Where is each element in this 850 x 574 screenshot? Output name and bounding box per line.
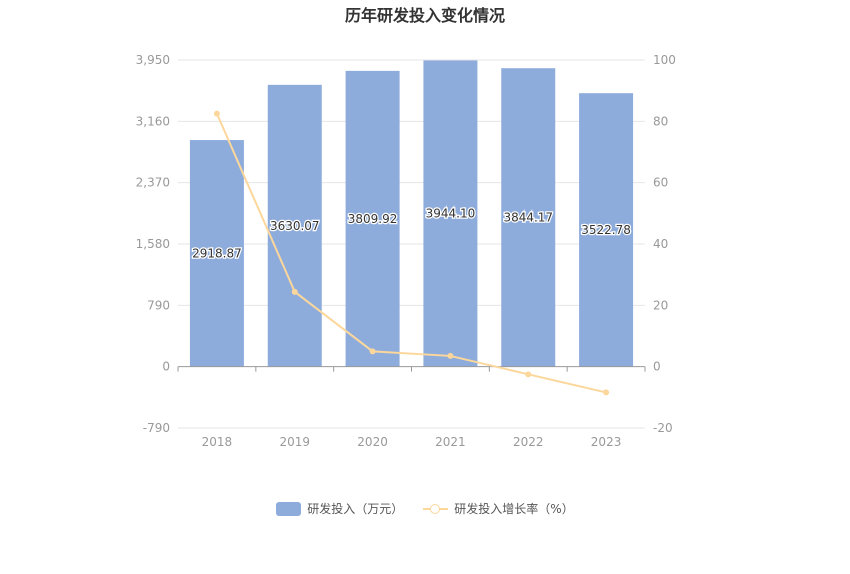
legend-line-swatch <box>423 502 449 516</box>
x-tick-label: 2018 <box>202 435 233 449</box>
left-y-axis: -790 0 790 1,580 2,370 3,160 3,950 <box>136 53 170 435</box>
right-tick-label: 60 <box>653 176 668 190</box>
legend-bar-swatch <box>276 501 302 516</box>
x-tick-label: 2019 <box>279 435 310 449</box>
legend-item-line[interactable]: 研发投入增长率（%） <box>423 500 574 517</box>
bar-value-labels: 2918.87 3630.07 3809.92 3944.10 3844.17 3522.… <box>191 205 632 261</box>
left-tick-label: 790 <box>147 298 170 312</box>
right-tick-label: -20 <box>653 421 673 435</box>
legend-item-bar[interactable]: 研发投入（万元） <box>276 500 403 517</box>
growth-rate-point <box>369 348 376 355</box>
left-tick-label: 1,580 <box>136 237 170 251</box>
bar-value-label: 3809.92 <box>348 212 398 226</box>
x-tick-label: 2021 <box>435 435 466 449</box>
grid-lines <box>178 59 645 429</box>
left-tick-label: 3,950 <box>136 53 170 67</box>
bar-value-label: 2918.87 <box>192 246 242 260</box>
bar <box>345 70 400 367</box>
bar-value-label: 3522.78 <box>581 223 631 237</box>
bar-value-label: 3944.10 <box>426 207 476 221</box>
bar-series <box>189 60 634 367</box>
growth-rate-point <box>291 288 298 295</box>
growth-rate-line <box>216 113 607 394</box>
right-tick-label: 20 <box>653 298 668 312</box>
bar <box>579 93 634 367</box>
x-tick-label: 2022 <box>513 435 544 449</box>
bar-value-label: 3844.17 <box>503 210 553 224</box>
bar <box>267 84 322 367</box>
left-tick-label: -790 <box>143 421 170 435</box>
right-tick-label: 0 <box>653 360 661 374</box>
growth-rate-point <box>603 389 610 396</box>
legend-line-label: 研发投入增长率（%） <box>454 502 574 516</box>
x-axis: 2018 2019 2020 2021 2022 2023 <box>177 366 646 449</box>
right-tick-label: 100 <box>653 53 676 67</box>
left-tick-label: 3,160 <box>136 114 170 128</box>
left-tick-label: 2,370 <box>136 176 170 190</box>
right-y-axis: -20 0 20 40 60 80 100 <box>653 53 676 435</box>
growth-rate-point <box>525 371 532 378</box>
chart-title: 历年研发投入变化情况 <box>344 6 505 25</box>
bar <box>501 68 556 367</box>
bar <box>423 60 478 367</box>
bar-value-label: 3630.07 <box>270 219 320 233</box>
legend-bar-label: 研发投入（万元） <box>307 502 404 516</box>
legend: 研发投入（万元） 研发投入增长率（%） <box>0 500 850 517</box>
bar <box>189 140 244 367</box>
left-tick-label: 0 <box>162 360 170 374</box>
growth-rate-point <box>213 110 220 117</box>
growth-rate-point <box>447 352 454 359</box>
line-series <box>213 110 610 396</box>
x-tick-label: 2020 <box>357 435 388 449</box>
right-tick-label: 80 <box>653 114 668 128</box>
right-tick-label: 40 <box>653 237 668 251</box>
x-tick-label: 2023 <box>591 435 622 449</box>
